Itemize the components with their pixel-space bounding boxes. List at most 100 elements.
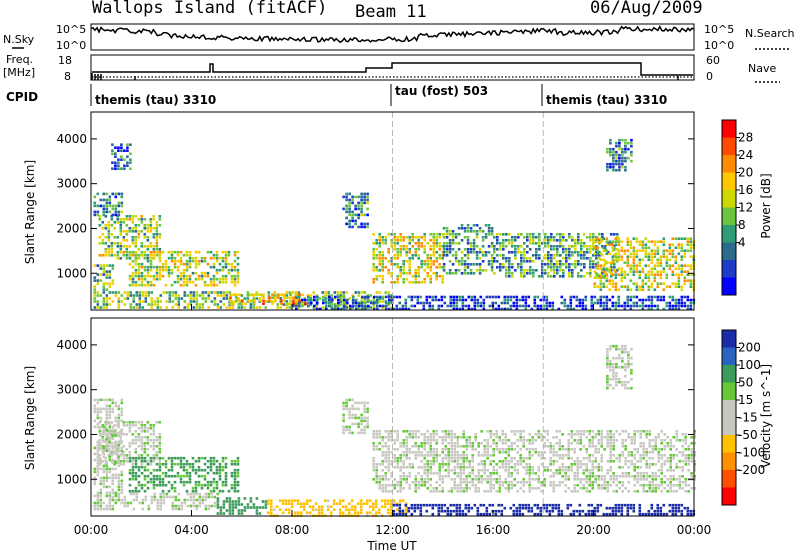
heatmap-cell [486, 442, 489, 445]
heatmap-cell [195, 303, 199, 306]
heatmap-cell [234, 500, 238, 503]
heatmap-cell [283, 296, 286, 299]
heatmap-cell [149, 456, 153, 460]
heatmap-cell [386, 508, 390, 511]
heatmap-cell [126, 146, 129, 149]
heatmap-cell [399, 460, 402, 463]
heatmap-cell [489, 481, 492, 484]
heatmap-cell [366, 225, 369, 229]
heatmap-cell [337, 301, 340, 305]
heatmap-cell [484, 269, 488, 272]
heatmap-cell [641, 282, 645, 285]
heatmap-cell [155, 224, 159, 227]
heatmap-cell [345, 216, 348, 220]
heatmap-cell [134, 424, 138, 427]
heatmap-cell [137, 480, 141, 484]
heatmap-cell [595, 251, 598, 254]
heatmap-cell [117, 473, 121, 477]
heatmap-cell [96, 458, 100, 462]
heatmap-cell [203, 468, 207, 472]
heatmap-cell [583, 266, 586, 269]
heatmap-cell [390, 490, 393, 493]
heatmap-cell [608, 288, 612, 291]
heatmap-cell [375, 436, 378, 439]
heatmap-cell [626, 258, 630, 261]
heatmap-cell [614, 258, 618, 261]
heatmap-cell [498, 451, 501, 454]
heatmap-cell [647, 295, 651, 299]
heatmap-cell [507, 460, 510, 463]
heatmap-cell [492, 478, 495, 481]
heatmap-cell [393, 233, 396, 236]
heatmap-cell [636, 472, 639, 475]
heatmap-cell [405, 278, 408, 281]
heatmap-cell [505, 257, 508, 260]
heatmap-cell [137, 271, 141, 275]
heatmap-cell [599, 258, 603, 261]
heatmap-cell [353, 508, 357, 511]
heatmap-cell [384, 475, 387, 478]
heatmap-cell [610, 233, 613, 236]
heatmap-cell [462, 490, 465, 493]
heatmap-cell [177, 492, 181, 496]
heatmap-cell [647, 276, 651, 279]
heatmap-cell [567, 433, 570, 436]
heatmap-cell [393, 448, 396, 451]
heatmap-cell [546, 445, 549, 448]
heatmap-cell [642, 472, 645, 475]
heatmap-cell [104, 215, 108, 218]
heatmap-cell [152, 218, 156, 221]
heatmap-cell [686, 273, 690, 276]
heatmap-cell [662, 240, 666, 243]
heatmap-cell [553, 248, 556, 251]
heatmap-cell [191, 456, 195, 460]
heatmap-cell [594, 457, 597, 460]
heatmap-cell [544, 263, 547, 266]
heatmap-cell [131, 465, 135, 469]
heatmap-cell [444, 469, 447, 472]
heatmap-cell [341, 505, 345, 508]
heatmap-cell [158, 456, 162, 460]
heatmap-cell [155, 239, 159, 242]
heatmap-cell [396, 239, 399, 242]
heatmap-cell [361, 307, 364, 311]
heatmap-cell [608, 261, 612, 264]
heatmap-cell [134, 271, 138, 275]
heatmap-cell [366, 195, 369, 199]
heatmap-cell [604, 275, 607, 278]
heatmap-cell [221, 250, 225, 254]
heatmap-cell [405, 466, 408, 469]
heatmap-cell [420, 484, 423, 487]
heatmap-cell [441, 466, 444, 469]
heatmap-cell [128, 477, 132, 481]
heatmap-cell [550, 275, 553, 278]
heatmap-cell [408, 433, 411, 436]
heatmap-cell [528, 475, 531, 478]
heatmap-cell [189, 504, 193, 508]
heatmap-cell [552, 436, 555, 439]
heatmap-cell [396, 251, 399, 254]
heatmap-cell [119, 257, 123, 260]
heatmap-cell [206, 471, 210, 475]
heatmap-cell [495, 433, 498, 436]
heatmap-cell [392, 295, 396, 299]
heatmap-cell [372, 469, 375, 472]
heatmap-cell [656, 264, 660, 267]
heatmap-cell [330, 300, 334, 303]
heatmap-cell [247, 293, 250, 296]
heatmap-cell [137, 230, 141, 233]
heatmap-cell [547, 257, 550, 260]
heatmap-cell [689, 267, 693, 270]
heatmap-cell [108, 264, 112, 267]
heatmap-cell [192, 498, 196, 502]
heatmap-cell [338, 499, 342, 502]
heatmap-cell [498, 478, 501, 481]
heatmap-cell [269, 511, 273, 514]
heatmap-cell [462, 460, 465, 463]
heatmap-cell [414, 490, 417, 493]
heatmap-cell [552, 454, 555, 457]
heatmap-cell [417, 448, 420, 451]
heatmap-cell [639, 430, 642, 433]
heatmap-cell [444, 439, 447, 442]
heatmap-cell [182, 253, 186, 257]
